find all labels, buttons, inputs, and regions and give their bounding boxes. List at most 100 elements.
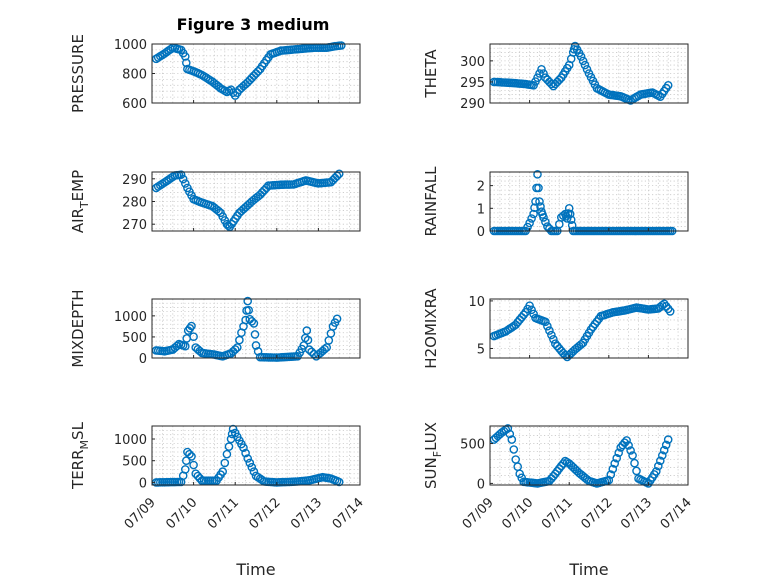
- axes-box: [489, 425, 689, 486]
- data-point: [224, 442, 234, 451]
- x-tick-label: 07/11: [205, 495, 242, 532]
- data-point: [663, 81, 673, 90]
- data-point: [632, 466, 641, 476]
- y-axis-label-main: H2OMIXRA: [422, 288, 440, 369]
- data-point: [259, 185, 269, 195]
- y-axis-label-main: AIR: [69, 208, 87, 233]
- x-tick-label: 07/10: [499, 495, 536, 532]
- data-point: [218, 467, 227, 476]
- subplot-5: 0 500 1000 MIXDEPTH: [69, 289, 361, 368]
- data-point: [530, 203, 539, 212]
- y-tick-label: 5: [477, 342, 485, 357]
- y-tick-label: 2: [477, 180, 485, 195]
- data-point: [178, 174, 188, 184]
- subplot-7: 0 500 1000 07/09 07/10 07/11 07/12 07/13 07/14 Ti…: [69, 421, 367, 579]
- y-axis-label-main: SUN: [422, 457, 440, 489]
- axes-box: [151, 298, 361, 359]
- y-axis-label-main: TERR: [69, 449, 87, 490]
- data-point: [253, 67, 263, 76]
- data-point: [547, 330, 556, 340]
- data-point: [220, 458, 230, 468]
- data-point: [185, 323, 195, 333]
- y-axis-label-tail: LUX: [422, 422, 440, 451]
- data-point: [622, 436, 631, 445]
- data-point: [336, 41, 346, 50]
- data-point: [332, 314, 342, 324]
- y-axis-label-sub: T: [78, 201, 91, 209]
- data-point: [612, 453, 622, 463]
- data-point: [531, 197, 540, 206]
- y-axis-label: PRESSURE: [69, 34, 87, 113]
- x-tick-label: 07/13: [288, 495, 325, 532]
- data-point: [334, 477, 344, 487]
- data-point: [566, 215, 576, 224]
- data-point: [241, 448, 250, 458]
- data-point: [555, 75, 564, 85]
- y-axis-label: MIXDEPTH: [69, 289, 87, 367]
- data-point: [659, 445, 669, 455]
- data-point: [564, 203, 574, 213]
- axes-box: [489, 43, 689, 104]
- data-point: [505, 429, 515, 439]
- data-point: [529, 209, 538, 219]
- data-point: [243, 454, 252, 463]
- y-axis-label-main: THETA: [422, 49, 440, 99]
- data-point: [166, 44, 175, 54]
- data-point: [176, 170, 186, 179]
- data-point: [230, 345, 240, 354]
- data-point: [249, 467, 259, 476]
- data-point: [232, 343, 242, 352]
- data-point: [249, 319, 259, 328]
- data-point: [537, 65, 546, 74]
- data-point: [189, 460, 198, 470]
- data-point: [626, 446, 635, 455]
- data-point: [545, 326, 554, 335]
- data-point: [509, 445, 519, 454]
- data-point: [549, 334, 558, 344]
- x-tick-label: 07/10: [163, 495, 200, 532]
- y-axis-label-tail: EMP: [69, 170, 87, 201]
- data-point: [614, 448, 624, 458]
- y-tick-label: 800: [122, 68, 147, 83]
- y-axis-label-main: RAINFALL: [422, 166, 440, 237]
- y-axis-label-tail: SL: [69, 421, 87, 440]
- axes-box: [489, 298, 689, 359]
- data-point: [320, 344, 329, 354]
- data-point: [656, 456, 665, 466]
- data-point: [582, 65, 592, 74]
- data-point: [303, 335, 313, 345]
- data-point: [525, 218, 534, 228]
- data-point: [326, 329, 336, 338]
- x-tick-label: 07/09: [460, 495, 497, 532]
- y-tick-label: 270: [122, 218, 147, 233]
- chart-title: Figure 3 medium: [177, 15, 330, 34]
- data-point: [606, 470, 616, 479]
- data-point: [181, 58, 191, 68]
- data-point: [244, 305, 253, 315]
- data-point: [535, 197, 544, 206]
- data-point: [654, 461, 663, 471]
- data-point: [541, 217, 550, 227]
- y-tick-label: 10: [468, 295, 485, 310]
- data-point: [527, 214, 536, 223]
- data-point: [189, 332, 198, 342]
- data-point: [658, 451, 667, 460]
- y-tick-label: 0: [477, 225, 485, 240]
- data-point: [628, 451, 637, 460]
- data-point: [243, 296, 252, 306]
- data-point: [302, 326, 312, 335]
- data-point: [608, 464, 618, 474]
- data-point: [250, 330, 260, 339]
- data-point: [172, 341, 182, 351]
- data-point: [180, 341, 190, 351]
- data-point: [652, 467, 661, 476]
- data-point: [247, 462, 257, 472]
- y-axis-label-sub: F: [431, 451, 444, 457]
- y-tick-label: 500: [122, 331, 147, 346]
- y-tick-label: 600: [122, 97, 147, 112]
- data-point: [539, 69, 548, 78]
- data-point: [624, 441, 633, 450]
- data-point: [663, 435, 673, 444]
- subplot-8: 0 500 07/09 07/10 07/11 07/12 07/13 07/14 Time SU…: [422, 422, 695, 579]
- data-point: [182, 334, 191, 343]
